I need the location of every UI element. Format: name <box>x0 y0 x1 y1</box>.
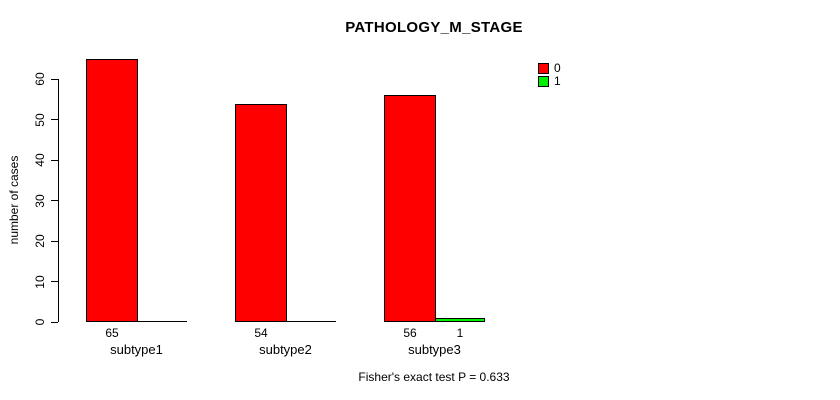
y-tick-label: 10 <box>33 274 47 289</box>
y-tick-label: 60 <box>33 72 47 86</box>
x-category-label: subtype3 <box>408 342 461 357</box>
y-tick-label: 0 <box>33 318 47 326</box>
bar-count-label: 54 <box>254 326 268 340</box>
bar-count-label: 56 <box>403 326 417 340</box>
bar-series0-subtype1 <box>86 59 138 322</box>
bar-count-label: 1 <box>456 326 464 340</box>
legend-item: 1 <box>538 75 561 87</box>
legend-swatch <box>538 75 549 87</box>
bar-series1-subtype3 <box>435 318 485 322</box>
y-tick-mark <box>51 321 58 323</box>
legend-label: 0 <box>554 61 561 75</box>
y-tick-label: 50 <box>33 113 47 127</box>
legend-swatch <box>538 62 549 74</box>
y-tick-mark <box>51 200 58 202</box>
legend-label: 1 <box>554 74 561 88</box>
y-tick-mark <box>51 119 58 121</box>
annotation-text: Fisher's exact test P = 0.633 <box>358 370 510 384</box>
y-tick-mark <box>51 240 58 242</box>
x-category-label: subtype2 <box>259 342 312 357</box>
legend-item: 0 <box>538 62 561 74</box>
y-tick-label: 40 <box>33 153 47 167</box>
bar-series0-subtype2 <box>235 104 287 322</box>
chart-title: PATHOLOGY_M_STAGE <box>345 19 523 36</box>
bar-count-label: 65 <box>105 326 119 340</box>
bar-series0-subtype3 <box>384 95 436 322</box>
y-axis-line <box>58 79 59 322</box>
y-tick-label: 20 <box>33 234 47 248</box>
y-tick-label: 30 <box>33 193 47 208</box>
y-tick-mark <box>51 281 58 283</box>
y-tick-mark <box>51 159 58 161</box>
y-tick-mark <box>51 78 58 80</box>
x-category-label: subtype1 <box>110 342 163 357</box>
